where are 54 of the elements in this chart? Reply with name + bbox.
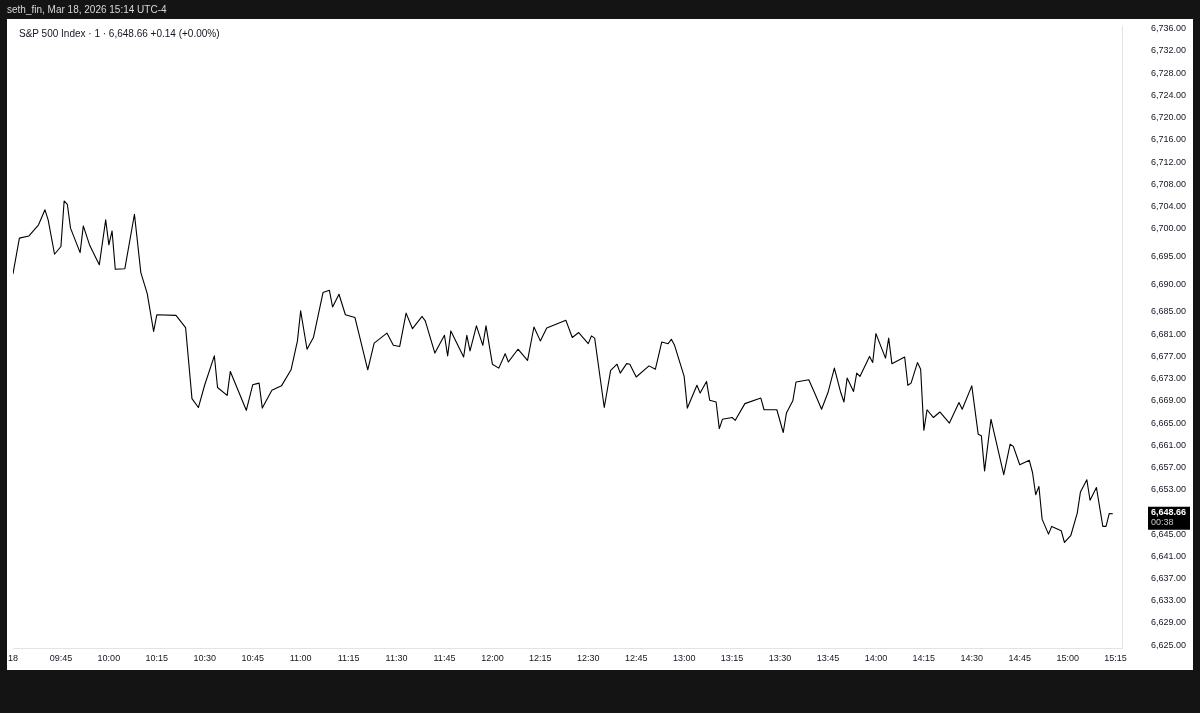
y-tick-label: 6,681.00 — [1151, 328, 1187, 339]
x-tick-label: 13:45 — [816, 652, 840, 663]
y-tick-label: 6,669.00 — [1151, 395, 1187, 406]
text: seth_fin, Mar 18, 2026 15:14 UTC-4 — [7, 4, 167, 15]
x-tick-label: 12:15 — [529, 652, 552, 663]
y-tick-label: 6,732.00 — [1151, 45, 1187, 56]
y-tick-label: 6,673.00 — [1151, 373, 1187, 384]
y-tick-label: 6,690.00 — [1151, 278, 1187, 289]
y-tick-label: 6,633.00 — [1151, 595, 1187, 606]
y-tick-label: 6,625.00 — [1151, 639, 1187, 650]
x-tick-label: 10:30 — [193, 652, 217, 663]
x-tick-label: 11:30 — [385, 652, 408, 663]
y-tick-label: 6,661.00 — [1151, 439, 1187, 450]
x-tick-label: 14:45 — [1008, 652, 1031, 663]
x-tick-label: 18 — [7, 652, 19, 663]
y-tick-label: 6,736.00 — [1151, 23, 1187, 34]
y-tick-label: 6,704.00 — [1151, 200, 1187, 211]
x-tick-label: 11:00 — [289, 652, 312, 663]
y-tick-label: 6,657.00 — [1151, 461, 1187, 472]
x-tick-label: 14:00 — [864, 652, 888, 663]
x-tick-label: 10:15 — [145, 652, 169, 663]
x-tick-label: 12:45 — [624, 652, 648, 663]
y-tick-label: 6,685.00 — [1151, 306, 1187, 317]
x-tick-label: 13:00 — [672, 652, 696, 663]
text: 6,648.66 00:38 — [1151, 507, 1187, 528]
y-tick-label: 6,665.00 — [1151, 417, 1187, 428]
x-tick-label: 11:45 — [433, 652, 456, 663]
y-tick-label: 6,677.00 — [1151, 350, 1187, 361]
y-tick-label: 6,629.00 — [1151, 617, 1187, 628]
x-tick-label: 10:45 — [241, 652, 264, 663]
y-tick-label: 6,724.00 — [1151, 89, 1187, 100]
x-tick-label: 14:15 — [912, 652, 936, 663]
y-tick-label: 6,637.00 — [1151, 573, 1187, 584]
y-tick-label: 6,695.00 — [1151, 250, 1187, 261]
y-tick-label: 6,716.00 — [1151, 134, 1187, 145]
y-tick-label: 6,712.00 — [1151, 156, 1187, 167]
chart-title: S&P 500 Index · 1 · 6,648.66 +0.14 (+0.00%) — [19, 27, 220, 39]
y-tick-label: 6,645.00 — [1151, 528, 1187, 539]
x-tick-label: 12:00 — [481, 652, 504, 663]
y-tick-label: 6,708.00 — [1151, 178, 1187, 189]
x-tick-label: 15:15 — [1104, 652, 1127, 663]
x-tick-label: 09:45 — [49, 652, 73, 663]
x-tick-label: 14:30 — [960, 652, 984, 663]
y-tick-label: 6,641.00 — [1151, 550, 1187, 561]
x-tick-label: 11:15 — [337, 652, 360, 663]
x-tick-label: 12:30 — [577, 652, 600, 663]
x-tick-label: 15:00 — [1056, 652, 1079, 663]
y-tick-label: 6,700.00 — [1151, 223, 1187, 234]
x-tick-label: 13:15 — [720, 652, 744, 663]
x-tick-label: 13:30 — [768, 652, 792, 663]
x-tick-label: 10:00 — [97, 652, 121, 663]
y-tick-label: 6,728.00 — [1151, 67, 1187, 78]
y-tick-label: 6,720.00 — [1151, 112, 1187, 123]
y-tick-label: 6,653.00 — [1151, 484, 1187, 495]
